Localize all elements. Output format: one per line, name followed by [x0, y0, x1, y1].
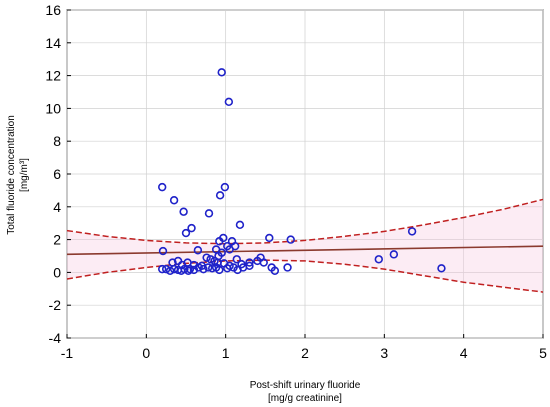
- data-point: [225, 245, 234, 254]
- data-point: [215, 265, 224, 275]
- fit-lines: [66, 198, 544, 293]
- data-point: [199, 264, 208, 274]
- data-point: [177, 260, 187, 270]
- x-tick-label: 0: [142, 345, 150, 361]
- x-tick-label: 3: [380, 345, 388, 361]
- x-axis-unit: [mg/g creatinine]: [268, 393, 342, 404]
- data-point: [217, 68, 226, 77]
- grid: [66, 9, 544, 339]
- y-tick-label: 2: [53, 232, 61, 248]
- data-point: [407, 227, 417, 236]
- data-point: [389, 250, 399, 259]
- data-point: [219, 259, 229, 268]
- data-point: [245, 258, 254, 267]
- data-point: [185, 264, 195, 274]
- data-point: [161, 264, 171, 274]
- data-point: [265, 233, 274, 243]
- data-point: [204, 209, 214, 218]
- data-point: [259, 258, 268, 267]
- x-tick-label: 2: [301, 345, 309, 361]
- y-tick-label: 4: [53, 199, 61, 215]
- data-point: [237, 260, 246, 269]
- y-tick-label: 0: [53, 264, 61, 280]
- data-point: [158, 246, 168, 256]
- data-point: [219, 233, 228, 243]
- y-tick-label: 8: [53, 133, 61, 149]
- y-tick-label: -2: [49, 297, 62, 313]
- x-axis-title: Post-shift urinary fluoride: [250, 380, 361, 391]
- data-points: [158, 68, 446, 275]
- data-point: [206, 255, 215, 264]
- data-point: [202, 253, 211, 262]
- y-tick-label: 16: [45, 2, 61, 18]
- y-tick-label: 14: [45, 35, 61, 51]
- x-tick-label: 4: [460, 345, 468, 361]
- data-point: [181, 228, 191, 238]
- data-point: [165, 266, 175, 275]
- y-axis-title: Total fluoride concentration: [6, 115, 17, 235]
- y-tick-label: 6: [53, 166, 61, 182]
- data-point: [220, 182, 230, 192]
- data-point: [169, 196, 179, 205]
- y-tick-label: 10: [45, 100, 61, 116]
- data-point: [184, 266, 193, 275]
- data-point: [215, 191, 225, 200]
- data-point: [270, 266, 280, 275]
- data-point: [374, 255, 383, 264]
- data-point: [204, 263, 213, 272]
- data-point: [245, 261, 254, 271]
- data-point: [193, 246, 203, 255]
- confidence-band: [67, 199, 543, 293]
- y-tick-label: 12: [45, 68, 61, 84]
- data-point: [158, 264, 167, 274]
- ci-band-fill: [67, 199, 543, 293]
- data-point: [217, 248, 226, 257]
- x-tick-label: 5: [539, 345, 547, 361]
- data-point: [232, 255, 241, 264]
- data-point: [194, 263, 203, 272]
- data-point: [158, 182, 167, 192]
- data-point: [224, 97, 234, 107]
- data-point: [180, 264, 189, 274]
- y-tick-label: -4: [49, 330, 62, 346]
- data-point: [179, 207, 188, 216]
- x-tick-label: -1: [61, 345, 74, 361]
- data-point: [286, 235, 295, 244]
- ci-upper-line: [66, 198, 544, 245]
- ci-lower-line: [66, 259, 544, 293]
- data-point: [235, 220, 245, 230]
- x-tick-label: 1: [222, 345, 230, 361]
- data-point: [437, 264, 446, 273]
- data-point: [283, 263, 292, 272]
- y-axis-unit: [mg/m³]: [19, 158, 30, 192]
- regression-line: [66, 245, 544, 256]
- data-point: [187, 223, 196, 233]
